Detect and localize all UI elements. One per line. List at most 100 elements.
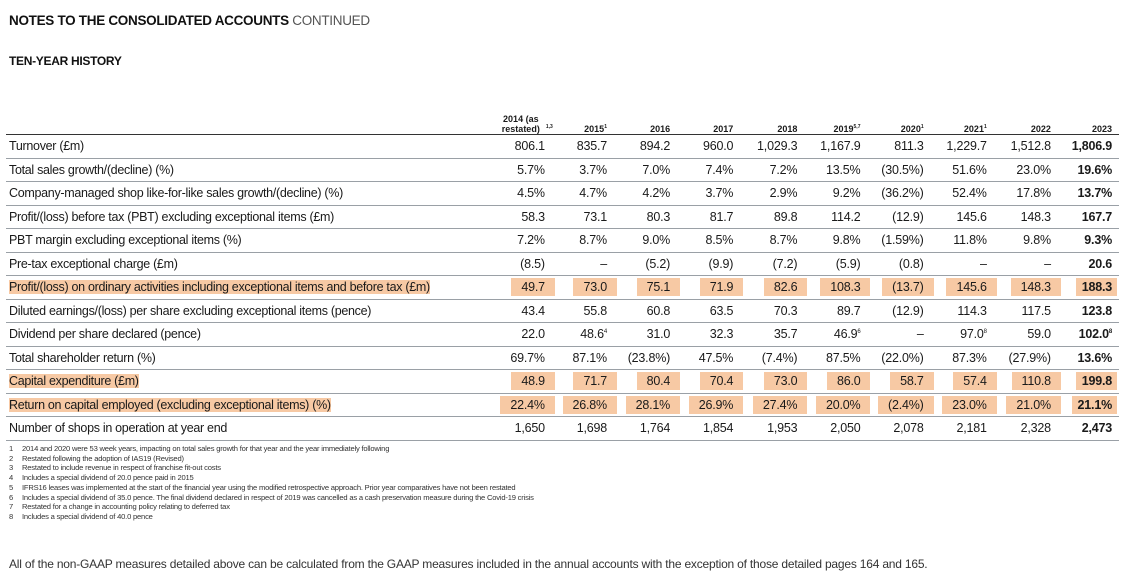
table-row: Total sales growth/(decline) (%) 5.7% 3.7%…	[6, 158, 1119, 182]
footnote: 8 Includes a special dividend of 40.0 pen…	[9, 512, 534, 522]
cell-value: 2.9%	[769, 186, 798, 201]
table-cell: 58.3	[492, 205, 556, 229]
table-cell: 87.1%	[555, 346, 618, 370]
footnotes: 1 2014 and 2020 were 53 week years, impac…	[9, 444, 534, 522]
table-cell: 2,078	[871, 416, 935, 441]
table-cell: 199.8	[1061, 369, 1119, 394]
table-cell: (7.2)	[744, 252, 809, 276]
cell-value: 71.9	[699, 278, 744, 297]
column-label: 2018	[777, 124, 798, 134]
header-row: 2014 (as restated) 1,3 20151 2016 2017 2018 20…	[6, 98, 1119, 135]
table-cell: 80.3	[617, 205, 682, 229]
table-cell: 73.1	[555, 205, 618, 229]
table-cell: 114.2	[808, 205, 872, 229]
cell-value: (27.9%)	[1008, 350, 1052, 365]
cell-value: 86.0	[826, 372, 871, 391]
page-title: NOTES TO THE CONSOLIDATED ACCOUNTS CONTI…	[9, 13, 370, 28]
row-label-text: Total sales growth/(decline) (%)	[9, 162, 174, 177]
table-cell: 1,029.3	[744, 134, 809, 159]
cell-value: 20.0%	[816, 395, 871, 414]
cell-value: 19.6%	[1077, 162, 1113, 177]
cell-value: 9.8%	[1023, 233, 1051, 248]
header-blank	[6, 98, 493, 135]
footnote: 6 Includes a special dividend of 35.0 pen…	[9, 493, 534, 503]
row-label: Capital expenditure (£m)	[6, 369, 493, 394]
footnote-text: Restated for a change in accounting poli…	[22, 502, 230, 512]
footnote: 1 2014 and 2020 were 53 week years, impac…	[9, 444, 534, 454]
row-label: Total shareholder return (%)	[6, 346, 493, 370]
row-label-text: Diluted earnings/(loss) per share exclud…	[9, 303, 372, 318]
cell-value: 22.4%	[500, 395, 555, 414]
cell-value: 87.5%	[826, 350, 861, 365]
table-cell: 48.64	[555, 322, 618, 347]
row-label-text: Company-managed shop like-for-like sales…	[9, 186, 343, 201]
cell-value: 23.0%	[942, 395, 997, 414]
table-cell: 13.6%	[1061, 346, 1119, 370]
cell-value: –	[600, 256, 607, 271]
table-cell: 57.4	[934, 369, 998, 394]
cell-value: 1,806.9	[1071, 139, 1113, 154]
table-cell: –	[997, 252, 1062, 276]
column-header: 20211	[934, 98, 998, 135]
row-label-text: Return on capital employed (excluding ex…	[9, 397, 331, 412]
cell-value: (12.9)	[892, 209, 924, 224]
table-cell: 2,473	[1061, 416, 1119, 441]
table-cell: 1,698	[555, 416, 618, 441]
cell-value: 7.4%	[705, 162, 734, 177]
cell-footnote-ref: 8	[983, 329, 987, 336]
cell-value: 2,473	[1081, 421, 1112, 436]
cell-value: 35.7	[773, 327, 798, 342]
cell-value: 145.6	[946, 278, 997, 297]
table-cell: 13.7%	[1061, 181, 1119, 206]
cell-value: 73.0	[573, 278, 617, 297]
row-label-text: PBT margin excluding exceptional items (…	[9, 233, 242, 248]
table-row: Turnover (£m) 806.1 835.7 894.2 960.0 1,029.3…	[6, 134, 1119, 159]
table-row: Total shareholder return (%) 69.7% 87.1% (2…	[6, 346, 1119, 370]
cell-value: 108.3	[820, 278, 871, 297]
cell-value: 1,854	[702, 421, 734, 436]
cell-value: 80.4	[636, 372, 681, 391]
table-cell: 9.3%	[1061, 228, 1119, 253]
section-title: TEN-YEAR HISTORY	[9, 54, 122, 68]
table-cell: (0.8)	[871, 252, 935, 276]
row-label-text: Turnover (£m)	[9, 139, 84, 154]
cell-value: (7.4%)	[761, 350, 798, 365]
cell-value: 894.2	[639, 139, 671, 154]
column-header: 2016	[617, 98, 682, 135]
table-cell: 75.1	[617, 275, 682, 300]
cell-value: 46.9	[833, 327, 858, 342]
table-cell: 46.96	[808, 322, 872, 347]
footnote-text: Includes a special dividend of 40.0 penc…	[22, 511, 153, 521]
table-cell: 47.5%	[681, 346, 745, 370]
table-cell: 7.4%	[681, 158, 745, 182]
table-cell: 48.9	[492, 369, 556, 394]
table-cell: 2,181	[934, 416, 998, 441]
row-label-text: Profit/(loss) before tax (PBT) excluding…	[9, 209, 334, 224]
table-cell: 20.0%	[808, 393, 872, 417]
cell-value: 114.2	[831, 209, 861, 224]
table-row: Dividend per share declared (pence) 22.0 4…	[6, 322, 1119, 347]
table-cell: 21.0%	[997, 393, 1062, 417]
table-cell: 13.5%	[808, 158, 872, 182]
table-cell: 7.2%	[744, 158, 809, 182]
cell-value: 70.3	[773, 303, 798, 318]
table-cell: 22.0	[492, 322, 556, 347]
cell-value: 1,764	[639, 421, 671, 436]
cell-value: 13.6%	[1077, 350, 1113, 365]
table-cell: 1,229.7	[934, 134, 998, 159]
cell-value: 58.3	[521, 209, 545, 224]
table-cell: 73.0	[744, 369, 809, 394]
column-header: 2017	[681, 98, 745, 135]
cell-value: 87.1%	[572, 350, 608, 365]
table-cell: 21.1%	[1061, 393, 1119, 417]
table-row: Profit/(loss) before tax (PBT) excluding…	[6, 205, 1119, 229]
column-label: 2019	[833, 124, 854, 134]
table-cell: 148.3	[997, 205, 1062, 229]
table-cell: 89.8	[744, 205, 809, 229]
cell-value: 59.0	[1027, 327, 1051, 342]
column-label: 2017	[713, 124, 734, 134]
cell-value: 2,050	[830, 421, 861, 436]
column-header: 20195,7	[808, 98, 872, 135]
table-cell: 835.7	[555, 134, 618, 159]
cell-value: 71.7	[573, 372, 617, 391]
